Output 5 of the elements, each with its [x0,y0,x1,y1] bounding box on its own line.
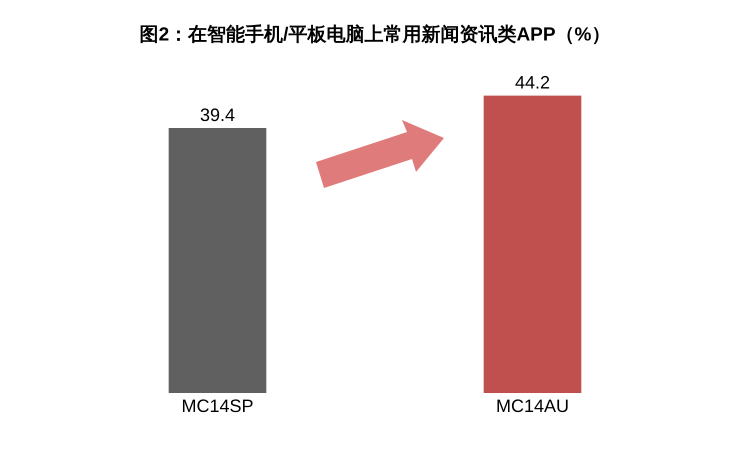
data-label: 39.4 [200,104,236,125]
x-tick-label: MC14AU [496,396,570,416]
x-tick-label: MC14SP [181,396,254,416]
data-label: 44.2 [514,72,550,93]
chart-title: 图2：在智能手机/平板电脑上常用新闻资讯类APP（%） [140,23,610,46]
